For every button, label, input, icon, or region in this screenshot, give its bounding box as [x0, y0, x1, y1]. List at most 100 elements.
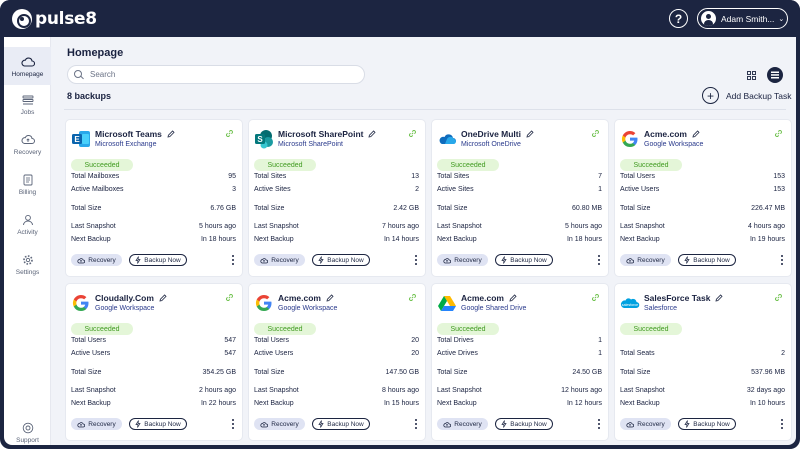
total-size-row: Total Size 6.76 GB [71, 205, 236, 212]
backup-now-button[interactable]: Backup Now [678, 254, 736, 266]
backup-card[interactable]: Acme.com Google Shared Drive Succeeded Tota… [432, 284, 608, 440]
backup-now-button[interactable]: Backup Now [129, 418, 187, 430]
more-options-icon[interactable] [597, 255, 601, 265]
backup-card[interactable]: S Microsoft SharePoint Microsoft SharePoin… [249, 120, 425, 276]
total-size-label: Total Size [254, 205, 285, 212]
backup-name: Cloudally.Com [95, 293, 167, 303]
recovery-button[interactable]: Recovery [254, 254, 305, 266]
link-icon[interactable] [408, 129, 417, 140]
next-backup-row: Next Backup In 15 hours [254, 400, 419, 407]
lightning-icon [135, 420, 141, 428]
user-name: Adam Smith... [721, 13, 775, 24]
link-icon[interactable] [774, 293, 783, 304]
sidebar-item-support[interactable]: Support [4, 413, 51, 449]
recovery-button[interactable]: Recovery [71, 418, 122, 430]
sidebar-item-activity[interactable]: Activity [4, 205, 51, 243]
next-backup-label: Next Backup [254, 236, 294, 243]
cloud-upload-icon [626, 421, 635, 428]
logo[interactable]: pulse8 [12, 8, 97, 30]
metric-value: 547 [224, 350, 236, 357]
backup-name-text: Acme.com [644, 129, 687, 139]
backup-card[interactable]: Cloudally.Com Google Workspace Succeeded To… [66, 284, 242, 440]
user-menu-button[interactable]: Adam Smith... ⌄ [697, 8, 788, 29]
edit-icon[interactable] [368, 130, 377, 138]
service-name: Google Shared Drive [461, 305, 527, 312]
recovery-button[interactable]: Recovery [437, 254, 488, 266]
more-options-icon[interactable] [414, 255, 418, 265]
link-icon[interactable] [408, 293, 417, 304]
sidebar-item-homepage[interactable]: Homepage [4, 47, 51, 85]
user-avatar-icon [701, 11, 716, 26]
last-snapshot-label: Last Snapshot [71, 387, 116, 394]
sidebar-item-label: Jobs [20, 108, 35, 116]
help-button[interactable]: ? [669, 9, 688, 28]
sidebar-item-settings[interactable]: Settings [4, 245, 51, 283]
more-options-icon[interactable] [414, 419, 418, 429]
backup-card[interactable]: E Microsoft Teams Microsoft Exchange Succee… [66, 120, 242, 276]
backup-name-text: Acme.com [278, 293, 321, 303]
more-options-icon[interactable] [231, 419, 235, 429]
backup-now-button[interactable]: Backup Now [312, 418, 370, 430]
sidebar-item-jobs[interactable]: Jobs [4, 85, 51, 123]
link-icon[interactable] [225, 293, 234, 304]
recovery-button[interactable]: Recovery [437, 418, 488, 430]
backup-now-label: Backup Now [510, 420, 547, 428]
edit-icon[interactable] [509, 294, 517, 302]
total-size-label: Total Size [620, 205, 651, 212]
backup-now-button[interactable]: Backup Now [129, 254, 187, 266]
total-size-row: Total Size 60.80 MB [437, 205, 602, 212]
next-backup-label: Next Backup [620, 236, 660, 243]
metric-value: 20 [411, 350, 419, 357]
last-snapshot-row: Last Snapshot 7 hours ago [254, 223, 419, 230]
recovery-button[interactable]: Recovery [71, 254, 122, 266]
recovery-button[interactable]: Recovery [620, 254, 671, 266]
backup-card[interactable]: salesforce SalesForce Task Salesforce Succe… [615, 284, 791, 440]
recovery-button[interactable]: Recovery [254, 418, 305, 430]
edit-icon[interactable] [526, 130, 534, 138]
sidebar-item-recovery[interactable]: Recovery [4, 125, 51, 163]
link-icon[interactable] [774, 129, 783, 140]
link-icon[interactable] [591, 129, 600, 140]
more-options-icon[interactable] [780, 419, 784, 429]
last-snapshot-label: Last Snapshot [254, 387, 299, 394]
recovery-button[interactable]: Recovery [620, 418, 671, 430]
metric-row: Active Mailboxes 3 [71, 186, 236, 193]
total-size-row: Total Size 24.50 GB [437, 369, 602, 376]
metric-value: 547 [224, 337, 236, 344]
edit-icon[interactable] [326, 294, 334, 302]
user-icon [20, 213, 36, 227]
link-icon[interactable] [591, 293, 600, 304]
backup-card[interactable]: Acme.com Google Workspace Succeeded Total U… [249, 284, 425, 440]
metric-label: Total Drives [437, 337, 474, 344]
backup-card[interactable]: OneDrive Multi Microsoft OneDrive Succeede… [432, 120, 608, 276]
backup-now-button[interactable]: Backup Now [312, 254, 370, 266]
more-options-icon[interactable] [780, 255, 784, 265]
metric-row: Active Users 20 [254, 350, 419, 357]
total-size-value: 2.42 GB [393, 205, 419, 212]
list-view-button[interactable] [767, 67, 783, 83]
backup-now-label: Backup Now [327, 420, 364, 428]
more-options-icon[interactable] [231, 255, 235, 265]
backup-now-button[interactable]: Backup Now [495, 254, 553, 266]
grid-view-button[interactable] [744, 68, 759, 83]
sidebar-item-billing[interactable]: Billing [4, 165, 51, 203]
edit-icon[interactable] [167, 130, 175, 138]
backup-now-button[interactable]: Backup Now [495, 418, 553, 430]
last-snapshot-row: Last Snapshot 32 days ago [620, 387, 785, 394]
next-backup-row: Next Backup In 12 hours [437, 400, 602, 407]
lightning-icon [318, 256, 324, 264]
sharepoint-logo: S [254, 129, 274, 149]
search-input[interactable] [90, 70, 350, 79]
edit-icon[interactable] [159, 294, 167, 302]
backup-now-button[interactable]: Backup Now [678, 418, 736, 430]
edit-icon[interactable] [715, 294, 724, 302]
more-options-icon[interactable] [597, 419, 601, 429]
backup-card[interactable]: Acme.com Google Workspace Succeeded Total U… [615, 120, 791, 276]
link-icon[interactable] [225, 129, 234, 140]
last-snapshot-value: 5 hours ago [199, 223, 236, 230]
google-drive-logo [437, 293, 457, 313]
add-backup-task-button[interactable]: + Add Backup Task [702, 87, 792, 104]
next-backup-label: Next Backup [620, 400, 660, 407]
last-snapshot-value: 8 hours ago [382, 387, 419, 394]
edit-icon[interactable] [692, 130, 700, 138]
